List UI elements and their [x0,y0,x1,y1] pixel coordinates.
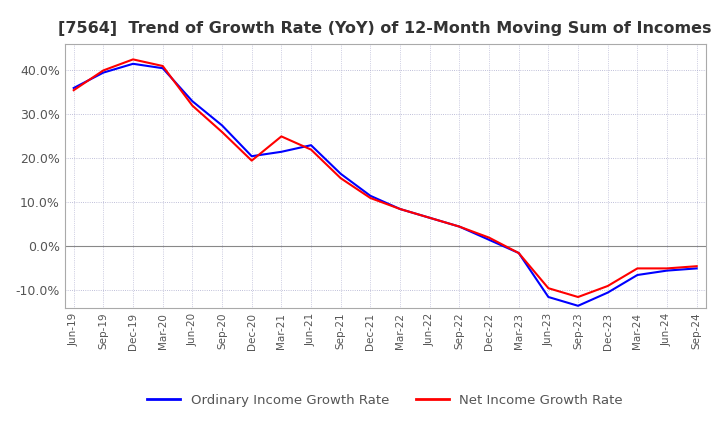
Net Income Growth Rate [603,283,612,289]
Ordinary Income Growth Rate [69,85,78,91]
Ordinary Income Growth Rate [544,294,553,300]
Net Income Growth Rate [485,235,493,240]
Net Income Growth Rate [217,129,226,135]
Net Income Growth Rate [396,206,405,212]
Net Income Growth Rate [693,264,701,269]
Net Income Growth Rate [69,88,78,93]
Net Income Growth Rate [307,147,315,152]
Ordinary Income Growth Rate [396,206,405,212]
Net Income Growth Rate [455,224,464,229]
Ordinary Income Growth Rate [633,272,642,278]
Ordinary Income Growth Rate [603,290,612,295]
Net Income Growth Rate [188,103,197,108]
Ordinary Income Growth Rate [158,66,167,71]
Net Income Growth Rate [574,294,582,300]
Line: Ordinary Income Growth Rate: Ordinary Income Growth Rate [73,64,697,306]
Net Income Growth Rate [514,250,523,256]
Ordinary Income Growth Rate [336,171,345,176]
Ordinary Income Growth Rate [366,193,374,198]
Ordinary Income Growth Rate [514,250,523,256]
Ordinary Income Growth Rate [277,149,286,154]
Ordinary Income Growth Rate [129,61,138,66]
Ordinary Income Growth Rate [662,268,671,273]
Ordinary Income Growth Rate [455,224,464,229]
Net Income Growth Rate [366,195,374,201]
Ordinary Income Growth Rate [217,123,226,128]
Legend: Ordinary Income Growth Rate, Net Income Growth Rate: Ordinary Income Growth Rate, Net Income … [142,389,629,412]
Net Income Growth Rate [248,158,256,163]
Net Income Growth Rate [129,57,138,62]
Net Income Growth Rate [662,266,671,271]
Ordinary Income Growth Rate [693,266,701,271]
Net Income Growth Rate [544,286,553,291]
Ordinary Income Growth Rate [188,99,197,104]
Net Income Growth Rate [158,63,167,69]
Net Income Growth Rate [426,215,434,220]
Ordinary Income Growth Rate [574,303,582,308]
Net Income Growth Rate [336,176,345,181]
Line: Net Income Growth Rate: Net Income Growth Rate [73,59,697,297]
Net Income Growth Rate [277,134,286,139]
Ordinary Income Growth Rate [426,215,434,220]
Ordinary Income Growth Rate [248,154,256,159]
Ordinary Income Growth Rate [485,237,493,242]
Title: [7564]  Trend of Growth Rate (YoY) of 12-Month Moving Sum of Incomes: [7564] Trend of Growth Rate (YoY) of 12-… [58,21,712,36]
Net Income Growth Rate [633,266,642,271]
Net Income Growth Rate [99,68,108,73]
Ordinary Income Growth Rate [99,70,108,75]
Ordinary Income Growth Rate [307,143,315,148]
